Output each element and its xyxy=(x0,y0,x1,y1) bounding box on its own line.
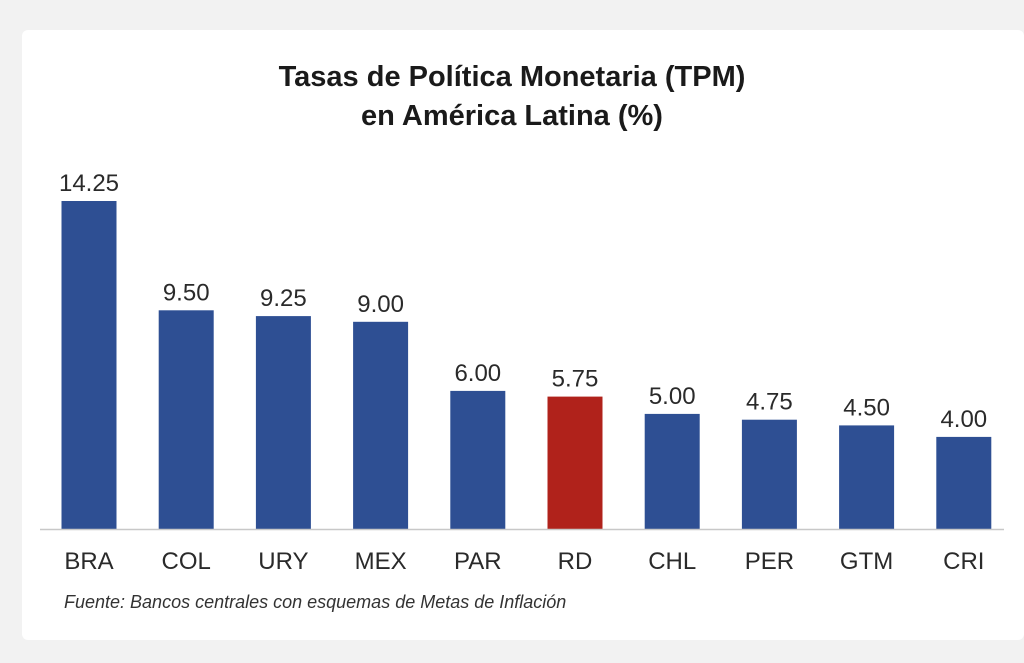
source-note: Fuente: Bancos centrales con esquemas de… xyxy=(64,592,567,612)
tick-label-chl: CHL xyxy=(648,548,696,575)
bar-gtm xyxy=(839,425,895,529)
data-label-bra: 14.25 xyxy=(59,170,119,197)
tick-label-rd: RD xyxy=(558,548,593,575)
tick-label-bra: BRA xyxy=(64,548,113,575)
data-label-par: 6.00 xyxy=(454,360,501,387)
data-label-rd: 5.75 xyxy=(552,366,599,393)
bar-col xyxy=(158,310,214,529)
tick-label-par: PAR xyxy=(454,548,502,575)
labels-layer: 14.25 BRA 9.50 COL 9.25 URY 9.00 MEX 6.00 PAR 5.75… xyxy=(59,170,987,575)
data-label-per: 4.75 xyxy=(746,389,793,416)
data-label-col: 9.50 xyxy=(163,279,210,306)
bar-rd xyxy=(547,396,603,529)
bar-cri xyxy=(936,436,992,529)
tick-label-col: COL xyxy=(162,548,211,575)
chart-title-line-2: en América Latina (%) xyxy=(361,100,663,132)
data-label-gtm: 4.50 xyxy=(843,394,890,421)
tick-label-gtm: GTM xyxy=(840,548,893,575)
tick-label-mex: MEX xyxy=(355,548,407,575)
data-label-mex: 9.00 xyxy=(357,291,404,318)
bar-bra xyxy=(61,201,117,529)
bar-chl xyxy=(644,413,700,529)
tick-label-ury: URY xyxy=(258,548,308,575)
chart-title: Tasas de Política Monetaria (TPM) en Amé… xyxy=(0,58,1024,136)
tick-label-cri: CRI xyxy=(943,548,984,575)
tick-label-per: PER xyxy=(745,548,794,575)
bars-layer xyxy=(61,201,992,529)
bar-per xyxy=(741,419,797,529)
data-label-chl: 5.00 xyxy=(649,383,696,410)
bar-ury xyxy=(255,316,311,529)
chart-title-line-1: Tasas de Política Monetaria (TPM) xyxy=(278,61,746,93)
bar-mex xyxy=(353,321,409,529)
bar-par xyxy=(450,390,506,529)
data-label-ury: 9.25 xyxy=(260,285,307,312)
data-label-cri: 4.00 xyxy=(940,406,987,433)
